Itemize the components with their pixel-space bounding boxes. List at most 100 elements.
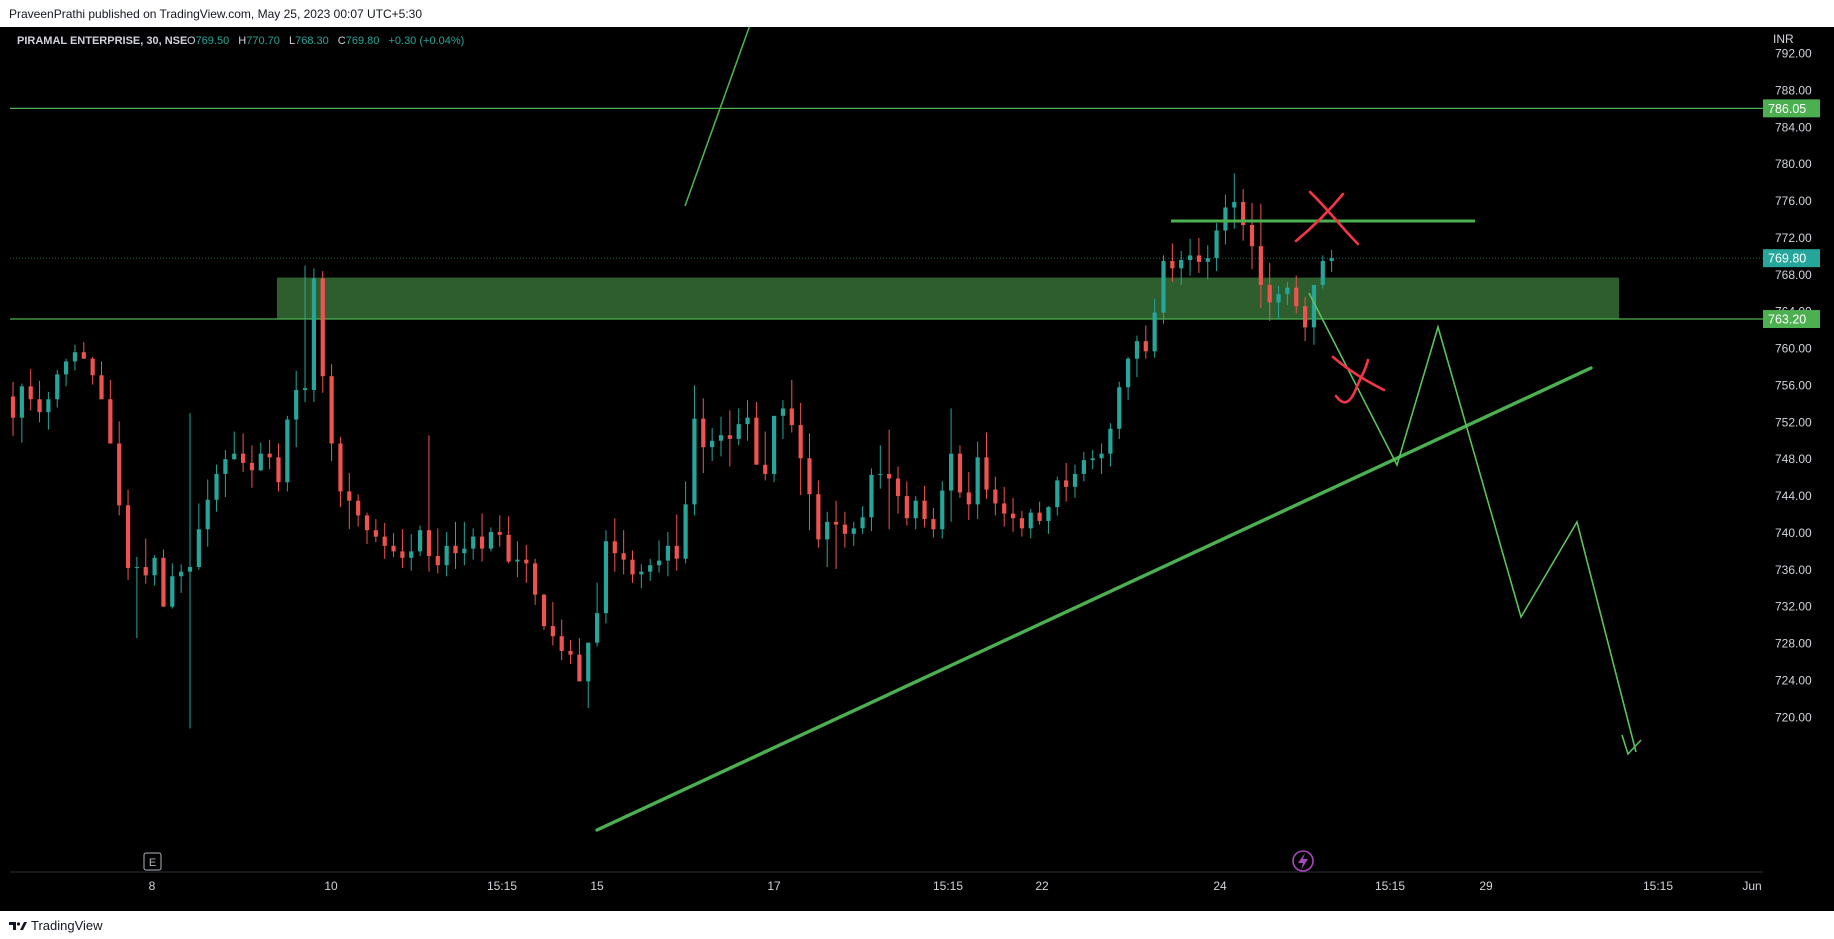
candle-body [798, 425, 803, 459]
candle-body [267, 453, 272, 458]
candle [665, 532, 670, 577]
candle-body [1072, 473, 1078, 487]
candle [533, 558, 538, 605]
candle [196, 503, 201, 570]
candle [984, 432, 989, 499]
candle-body [825, 521, 830, 540]
candle [479, 513, 485, 562]
candle [860, 506, 865, 534]
candle-body [913, 500, 918, 519]
candle-body [807, 458, 812, 495]
candle-body [639, 571, 644, 575]
price-axis[interactable]: 792.00 788.00 784.00 780.00 776.00 772.00 768.… [1763, 47, 1820, 725]
candle [648, 558, 653, 581]
projection-arrowhead[interactable] [1621, 734, 1642, 756]
candle [931, 508, 936, 538]
candle [108, 379, 113, 444]
candle-body [276, 457, 281, 483]
price-tick-label: 720.00 [1775, 710, 1812, 724]
candle [462, 521, 467, 566]
candle [1205, 245, 1210, 280]
candle-body [1311, 284, 1317, 328]
price-tick-label: 732.00 [1775, 600, 1812, 614]
candle [161, 549, 166, 607]
candle-body [1329, 258, 1334, 261]
candle [170, 563, 175, 609]
candle-body [479, 536, 485, 549]
low-value: 768.30 [295, 35, 329, 47]
uptrend-line[interactable] [595, 366, 1593, 832]
candle [1019, 510, 1024, 537]
tradingview-logo[interactable]: TradingView [9, 918, 103, 933]
candle-body [851, 528, 856, 534]
candle-body [347, 491, 352, 501]
candle [143, 538, 148, 584]
candle [311, 268, 316, 403]
candle [1152, 298, 1157, 358]
candle [258, 442, 263, 472]
candle-body [81, 352, 86, 359]
candle [701, 398, 706, 474]
candle [957, 445, 963, 498]
candle-body [1187, 255, 1193, 261]
candle [1187, 238, 1193, 276]
candle [37, 380, 42, 423]
candle-body [984, 457, 989, 490]
change-value: +0.30 (+0.04%) [388, 35, 464, 47]
candle-body [780, 408, 786, 416]
candle [1126, 356, 1131, 401]
candle-body [816, 494, 821, 540]
event-lightning-icon[interactable] [1292, 850, 1314, 872]
time-axis[interactable]: 8 10 15:15 15 17 15:15 22 24 15:15 29 15:15 Jun [10, 871, 1763, 893]
candle-body [621, 553, 626, 560]
price-tick-label: 788.00 [1775, 83, 1812, 97]
price-tick-label: 784.00 [1775, 120, 1812, 134]
cross-mark-top[interactable] [1294, 190, 1360, 246]
candle-body [692, 418, 697, 505]
price-tick-label: 744.00 [1775, 489, 1812, 503]
candle [10, 381, 16, 437]
candle-body [1161, 260, 1166, 313]
close-value: 769.80 [346, 35, 380, 47]
candle [807, 433, 812, 531]
candle-body [931, 519, 936, 530]
support-zone[interactable] [277, 277, 1619, 320]
candle-body [409, 551, 414, 558]
candle-body [1196, 255, 1201, 262]
candle [1055, 476, 1060, 516]
close-label: C [338, 35, 346, 47]
candle [763, 431, 768, 481]
candle-body [338, 443, 343, 492]
candle [1311, 284, 1317, 345]
candle-body [612, 541, 617, 554]
price-tick-label: 772.00 [1775, 231, 1812, 245]
candle-body [550, 626, 555, 637]
time-tick-label: 15 [590, 879, 604, 893]
symbol-label: PIRAMAL ENTERPRISE, 30, NSE [17, 35, 187, 47]
candle-body [99, 375, 104, 400]
candle [586, 642, 591, 709]
candle [718, 416, 724, 457]
candle [727, 410, 732, 467]
price-chart[interactable]: 792.00 788.00 784.00 780.00 776.00 772.00 768.… [0, 27, 1834, 911]
candle-body [488, 532, 493, 549]
candle [1267, 262, 1272, 321]
candle-body [1090, 458, 1095, 461]
candle [232, 431, 237, 461]
projection-path[interactable] [1308, 292, 1637, 753]
candle-body [1117, 387, 1122, 429]
cross-mark-bottom[interactable] [1331, 355, 1386, 404]
candle [577, 638, 582, 682]
candle-body [975, 457, 980, 505]
candle [1285, 282, 1290, 306]
steep-trend-line[interactable] [684, 27, 751, 207]
time-tick-label: 15:15 [1375, 879, 1405, 893]
candle [710, 427, 715, 462]
candle-body [1099, 453, 1104, 459]
candle-body [1108, 428, 1113, 454]
price-tick-label: 776.00 [1775, 194, 1812, 208]
publisher-text: PraveenPrathi published on TradingView.c… [9, 7, 423, 21]
candle-body [940, 490, 945, 530]
candle [134, 556, 139, 639]
earnings-marker[interactable]: E [143, 852, 162, 871]
